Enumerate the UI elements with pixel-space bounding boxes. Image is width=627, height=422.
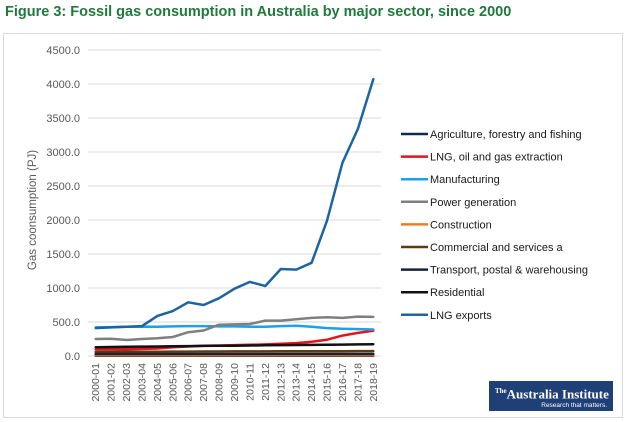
legend-item: Manufacturing [401,174,500,186]
y-tick-label: 1000.0 [46,283,80,295]
y-tick-label: 3000.0 [46,147,80,159]
x-tick-label: 2007-08 [198,363,210,402]
y-tick-labels: 0.0 500.0 1000.0 1500.0 2000.0 2500.0 3000.0 35… [46,45,80,363]
x-tick-label: 2009-10 [229,363,241,402]
logo-tagline: Research that matters. [541,402,607,410]
series-line [94,77,375,330]
x-tick-label: 2011-12 [260,363,272,401]
gridlines [88,49,381,357]
legend-item: Construction [401,219,492,231]
series-line [94,349,375,354]
legend-item: LNG, oil and gas extraction [401,152,563,164]
y-tick-label: 4500.0 [46,45,80,57]
legend: Agriculture, forestry and fishing LNG, oi… [401,129,588,322]
x-tick-label: 2014-15 [306,363,318,402]
figure-title: Figure 3: Fossil gas consumption in Aust… [5,4,512,20]
legend-label: Manufacturing [430,174,500,186]
legend-label: Agriculture, forestry and fishing [430,129,582,141]
x-tick-labels: 2000-01 2001-02 2002-03 2003-04 2004-05 2005-… [90,363,380,402]
legend-label: Construction [430,219,492,231]
legend-label: LNG exports [430,310,492,322]
y-tick-label: 2500.0 [46,181,80,193]
x-tick-label: 2002-03 [121,363,133,402]
y-tick-label: 1500.0 [46,249,80,261]
chart-panel [3,33,623,418]
x-tick-label: 2008-09 [214,363,226,402]
legend-label: Transport, postal & warehousing [430,265,588,277]
x-tick-label: 2018-19 [368,363,380,402]
legend-item: Commercial and services a [401,242,564,254]
x-tick-label: 2017-18 [352,363,364,402]
australia-institute-logo: TheAustralia Institute Research that mat… [489,381,613,411]
y-axis-label: Gas coonsumption (PJ) [27,150,39,270]
x-tick-label: 2003-04 [136,363,148,402]
x-tick-label: 2015-16 [322,363,334,402]
y-tick-label: 4000.0 [46,79,80,91]
logo-name: Australia Institute [506,386,609,402]
x-tick-label: 2001-02 [106,363,118,402]
legend-item: LNG exports [401,310,492,322]
legend-item: Residential [401,287,484,299]
x-tick-label: 2000-01 [90,363,102,402]
x-tick-label: 2013-14 [291,363,303,402]
legend-label: Commercial and services a [430,242,564,254]
legend-item: Power generation [401,197,516,209]
legend-label: Residential [430,287,484,299]
series-line [94,343,375,349]
legend-label: Power generation [430,197,516,209]
x-tick-label: 2004-05 [152,363,164,402]
legend-item: Agriculture, forestry and fishing [401,129,582,141]
y-tick-label: 0.0 [65,351,80,363]
x-tick-label: 2016-17 [337,363,349,402]
series-line [94,315,375,342]
y-tick-label: 500.0 [52,317,80,329]
logo-name-prefix: The [495,387,507,395]
y-tick-label: 3500.0 [46,113,80,125]
x-tick-label: 2006-07 [183,363,195,402]
series-lines [94,77,375,357]
legend-item: Transport, postal & warehousing [401,265,588,277]
x-tick-label: 2005-06 [167,363,179,402]
x-tick-label: 2012-13 [275,363,287,402]
x-tick-label: 2010-11 [244,363,256,401]
y-tick-label: 2000.0 [46,215,80,227]
legend-label: LNG, oil and gas extraction [430,152,563,164]
